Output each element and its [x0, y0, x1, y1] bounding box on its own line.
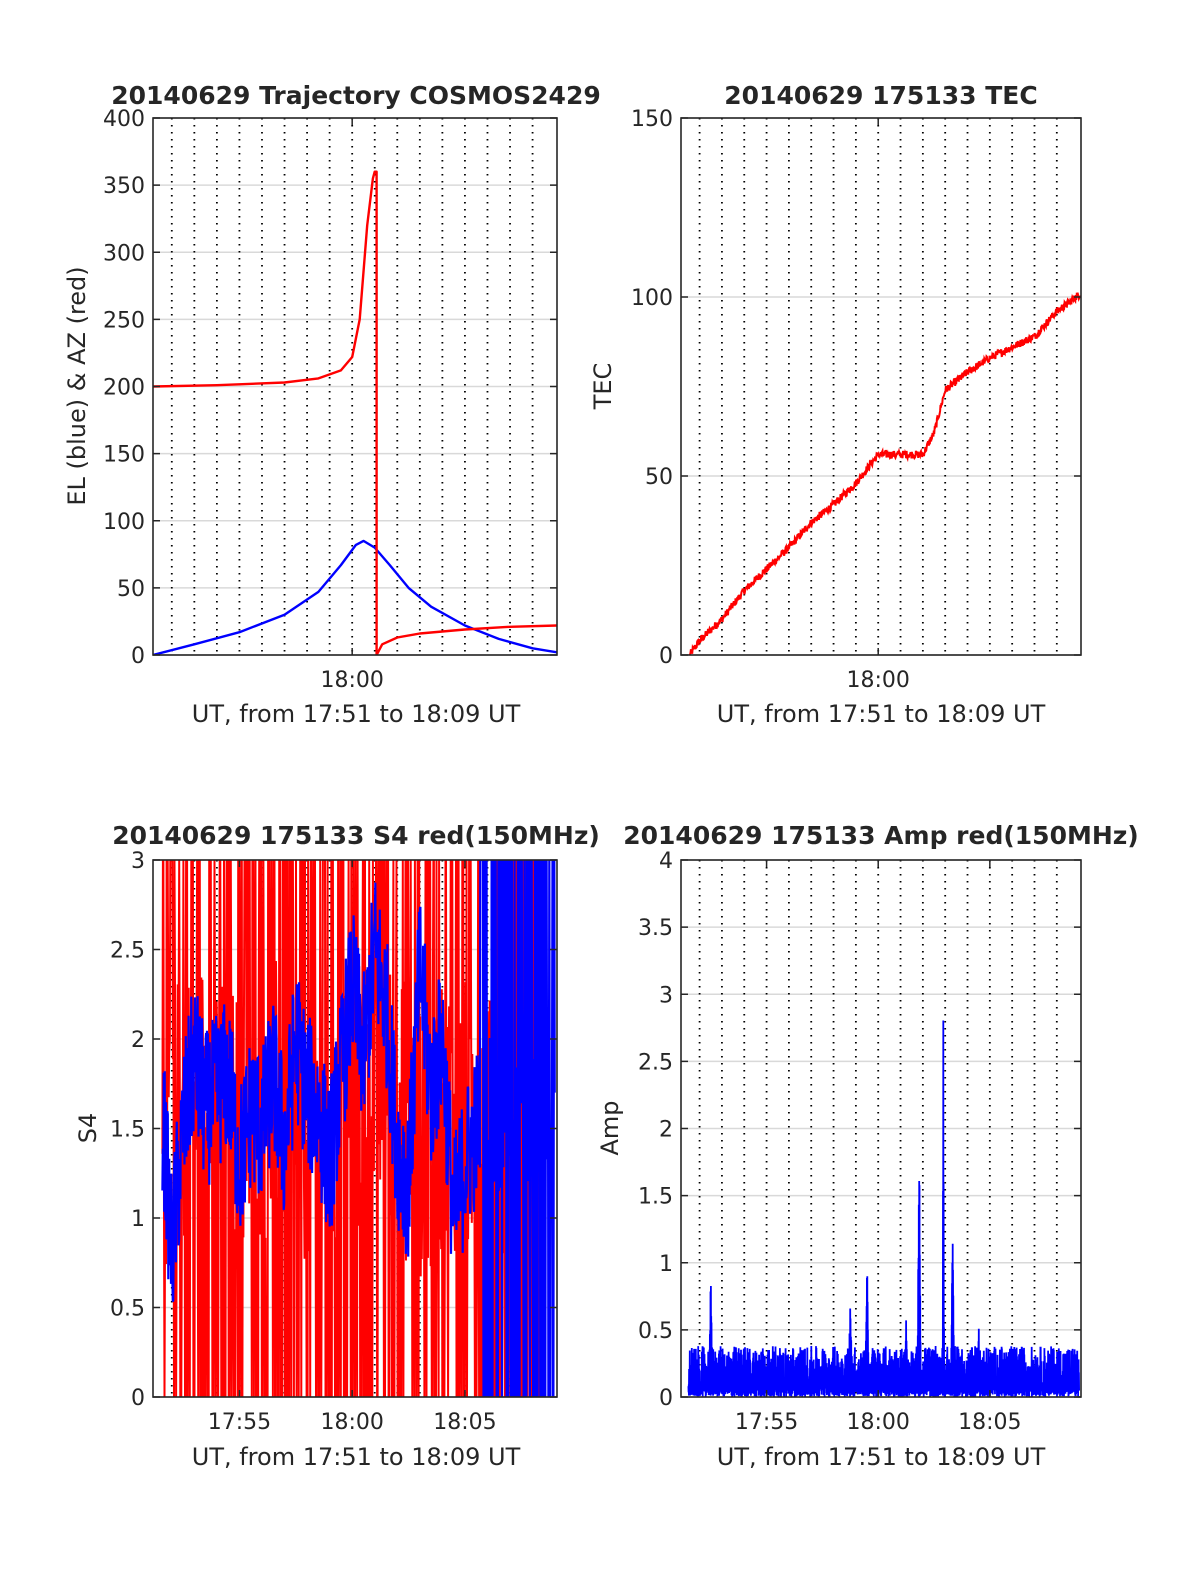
y-tick-label: 150: [103, 443, 145, 468]
data-layer: [153, 170, 557, 655]
y-tick-label: 3.5: [638, 916, 673, 941]
y-tick-label: 250: [103, 308, 145, 333]
y-tick-label: 2: [659, 1118, 673, 1143]
tec-xlabel: UT, from 17:51 to 18:09 UT: [717, 700, 1046, 728]
trajectory-ylabel: EL (blue) & AZ (red): [63, 266, 91, 505]
x-tick-label: 18:00: [847, 1410, 910, 1435]
x-tick-label: 18:00: [320, 668, 383, 693]
x-tick-label: 18:00: [320, 1410, 383, 1435]
s4-xlabel: UT, from 17:51 to 18:09 UT: [192, 1443, 521, 1471]
y-tick-label: 2: [131, 1028, 145, 1053]
s4-title: 20140629 175133 S4 red(150MHz): [112, 821, 600, 850]
azimuth-line: [153, 170, 557, 655]
y-tick-label: 150: [631, 107, 673, 132]
trajectory-title: 20140629 Trajectory COSMOS2429: [111, 81, 601, 110]
s4-blue-line: [161, 860, 556, 1397]
y-tick-label: 50: [645, 465, 673, 490]
y-tick-label: 2.5: [638, 1050, 673, 1075]
y-tick-label: 2.5: [110, 939, 145, 964]
y-tick-label: 0: [131, 644, 145, 669]
amp-ylabel: Amp: [596, 1100, 624, 1155]
x-tick-label: 17:55: [735, 1410, 798, 1435]
amp-panel: 20140629 175133 Amp red(150MHz) UT, from…: [596, 821, 1139, 1471]
data-layer: [688, 292, 1081, 655]
amp-xlabel: UT, from 17:51 to 18:09 UT: [717, 1443, 1046, 1471]
y-tick-label: 3: [659, 983, 673, 1008]
x-tick-label: 18:05: [433, 1410, 496, 1435]
tec-panel: 20140629 175133 TEC UT, from 17:51 to 18…: [589, 81, 1082, 728]
y-tick-label: 0: [659, 644, 673, 669]
y-tick-label: 100: [631, 286, 673, 311]
y-tick-label: 0: [131, 1386, 145, 1411]
tec-ylabel: TEC: [589, 363, 617, 411]
y-tick-label: 1.5: [638, 1185, 673, 1210]
tec-title: 20140629 175133 TEC: [724, 81, 1037, 110]
x-tick-label: 18:05: [958, 1410, 1021, 1435]
x-tick-label: 17:55: [208, 1410, 271, 1435]
y-tick-label: 0.5: [110, 1297, 145, 1322]
y-tick-label: 50: [117, 577, 145, 602]
y-tick-label: 1.5: [110, 1118, 145, 1143]
trajectory-panel: 20140629 Trajectory COSMOS2429 UT, from …: [63, 81, 601, 728]
trajectory-xlabel: UT, from 17:51 to 18:09 UT: [192, 700, 521, 728]
data-layer: [161, 860, 556, 1397]
axes-frame: [680, 117, 1082, 656]
amp-line: [687, 1020, 1080, 1397]
elevation-line: [153, 539, 557, 655]
y-tick-label: 1: [659, 1252, 673, 1277]
y-tick-label: 3: [131, 849, 145, 874]
s4-ylabel: S4: [74, 1113, 102, 1144]
y-tick-label: 350: [103, 174, 145, 199]
x-tick-label: 18:00: [847, 668, 910, 693]
tec-line: [688, 292, 1081, 655]
y-tick-label: 300: [103, 241, 145, 266]
data-layer: [687, 1020, 1080, 1397]
s4-panel: 20140629 175133 S4 red(150MHz) UT, from …: [74, 821, 600, 1471]
y-tick-label: 0.5: [638, 1319, 673, 1344]
y-tick-label: 400: [103, 107, 145, 132]
y-tick-label: 1: [131, 1207, 145, 1232]
y-tick-label: 100: [103, 510, 145, 535]
y-tick-label: 0: [659, 1386, 673, 1411]
y-tick-label: 4: [659, 849, 673, 874]
amp-title: 20140629 175133 Amp red(150MHz): [623, 821, 1139, 850]
y-tick-label: 200: [103, 376, 145, 401]
